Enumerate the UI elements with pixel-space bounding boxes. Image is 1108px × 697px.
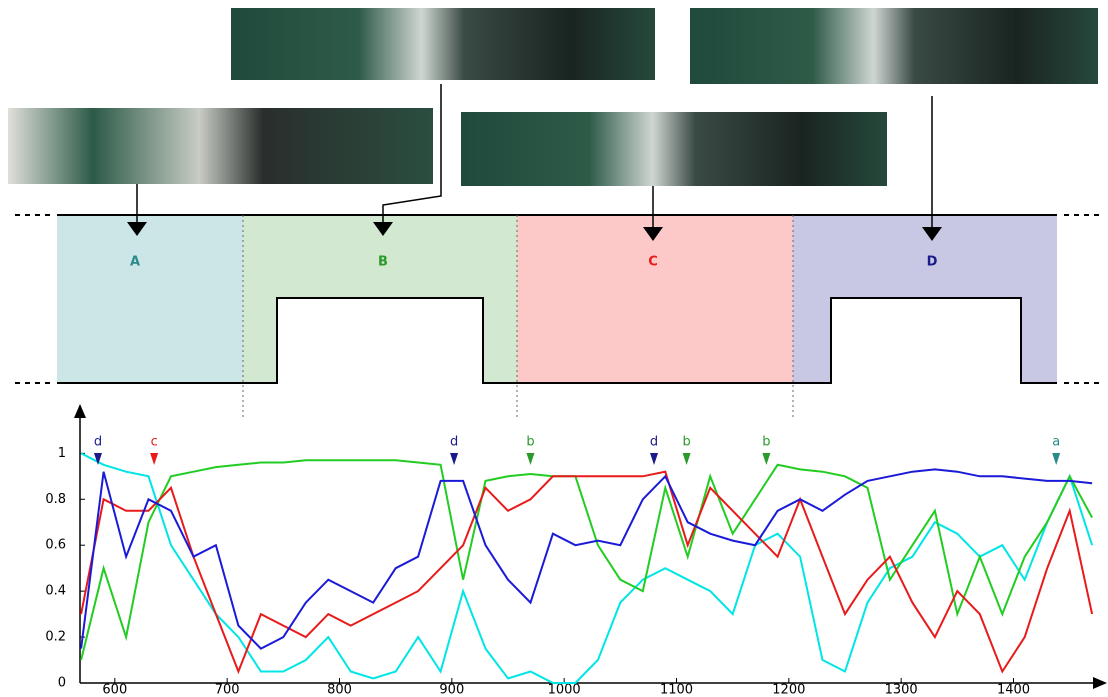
photo [690, 8, 1098, 84]
annotation-marker [762, 453, 771, 465]
x-tick-label: 1400 [997, 683, 1030, 697]
x-tick-label: 1000 [548, 683, 581, 697]
annotation-marker [650, 453, 659, 465]
x-tick-label: 1300 [885, 683, 918, 697]
region-label: B [378, 255, 388, 270]
y-tick-label: 0.2 [45, 630, 66, 645]
annotation-label: c [151, 435, 158, 450]
annotation-label: d [450, 435, 458, 450]
x-tick-label: 700 [215, 683, 240, 697]
annotation-marker [450, 453, 459, 465]
y-tick-label: 0.4 [45, 584, 66, 599]
annotation-marker [150, 453, 159, 465]
axis-arrow [74, 404, 86, 418]
annotation-label: a [1052, 435, 1060, 450]
region-diagram [15, 84, 1100, 420]
series-line [80, 468, 1093, 650]
series-line [80, 459, 1093, 661]
y-tick-label: 0.8 [45, 492, 66, 507]
annotation-label: b [762, 435, 770, 450]
photos [8, 8, 1098, 186]
annotation-label: d [650, 435, 658, 450]
region-label: A [130, 255, 140, 270]
region-label: C [648, 255, 658, 270]
series-line [80, 470, 1094, 675]
x-tick-label: 800 [327, 683, 352, 697]
bump [277, 298, 483, 384]
region-fill [57, 215, 243, 383]
x-tick-label: 900 [439, 683, 464, 697]
y-tick-label: 0 [58, 676, 66, 691]
series-line [80, 452, 1094, 684]
photo [461, 112, 887, 186]
annotation-label: b [682, 435, 690, 450]
region-labels: A B C D [130, 255, 938, 270]
x-tick-label: 1200 [772, 683, 805, 697]
annotation-label: d [94, 435, 102, 450]
photo [231, 8, 655, 80]
divider [242, 215, 794, 420]
annotation-label: b [526, 435, 534, 450]
region-fill [517, 215, 793, 383]
arrows [136, 84, 933, 230]
photo [8, 108, 433, 184]
region-label: D [927, 255, 938, 270]
bump [831, 298, 1021, 384]
annotation-marker [1052, 453, 1061, 465]
arrowheads [127, 222, 942, 241]
y-tick-label: 1 [58, 446, 66, 461]
wall-line [57, 297, 1057, 384]
y-tick-label: 0.6 [45, 538, 66, 553]
annotation-marker [93, 453, 102, 465]
axis-arrow [1093, 677, 1107, 689]
annotation-marker [682, 453, 691, 465]
x-tick-label: 1100 [660, 683, 693, 697]
annotation-marker [526, 453, 535, 465]
x-tick-label: 600 [102, 683, 127, 697]
